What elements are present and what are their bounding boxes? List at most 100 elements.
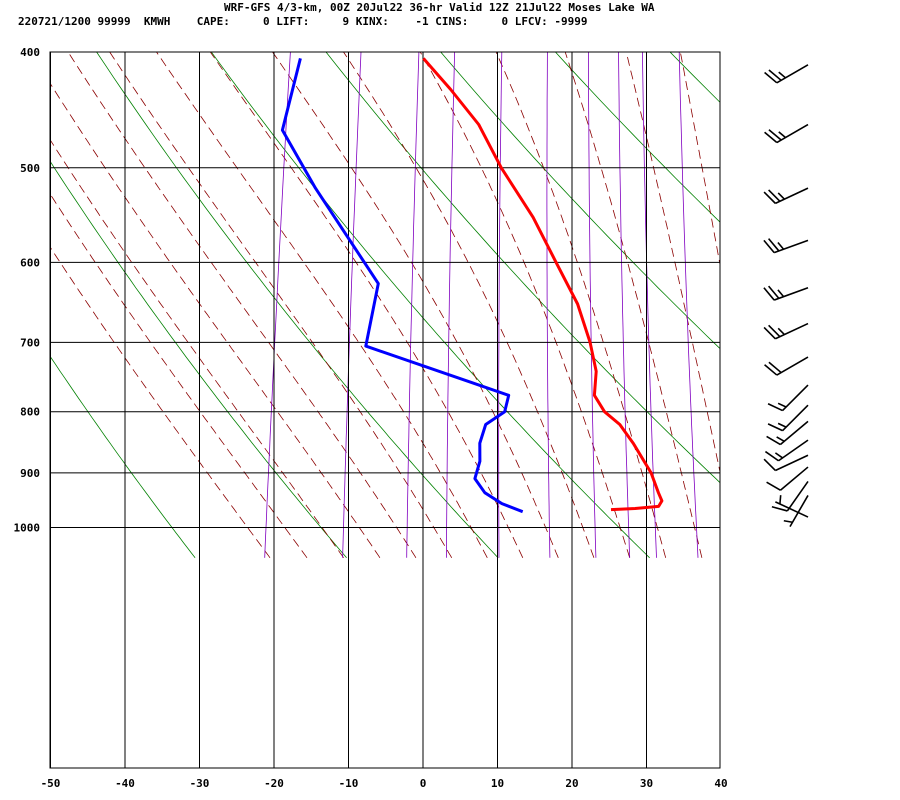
wind-barb	[766, 466, 809, 491]
mixing-ratio-line	[641, 52, 657, 558]
mixing-ratio-line	[342, 52, 362, 558]
x-tick-label: 10	[491, 777, 504, 790]
x-tick-label: -10	[339, 777, 359, 790]
moist-adiabat-line	[679, 52, 720, 267]
wind-barb	[767, 404, 809, 432]
wind-barb-staff	[779, 466, 809, 491]
x-tick-labels: -50 -40 -30 -20 -10 0 10 20 30 40	[41, 777, 728, 790]
x-tick-label: -50	[41, 777, 61, 790]
y-tick-label: 600	[20, 256, 40, 269]
wind-barb-staff	[789, 495, 809, 528]
moist-adiabat-line	[50, 246, 271, 559]
moist-adiabat-line	[209, 52, 524, 558]
y-tick-label: 500	[20, 162, 40, 175]
x-tick-label: 20	[565, 777, 578, 790]
sounding-stats-line: 220721/1200 99999 KMWH CAPE: 0 LIFT: 9 K…	[18, 15, 588, 28]
wind-barb-feather	[767, 285, 780, 299]
wind-barb-feather	[763, 287, 775, 301]
mixing-ratio-line	[678, 52, 699, 558]
y-tick-label: 700	[20, 336, 40, 349]
sounding-profiles	[280, 57, 664, 514]
wind-barb-feather	[768, 189, 781, 202]
moist-adiabat-line	[50, 82, 381, 559]
wind-barbs	[763, 64, 809, 528]
x-tick-label: -30	[190, 777, 210, 790]
moist-adiabat-line	[495, 52, 667, 558]
plot-frame	[49, 51, 721, 769]
wind-barb	[764, 439, 809, 462]
mixing-ratio-line	[498, 52, 503, 558]
wind-barb-staff	[776, 64, 809, 84]
wind-barb-staff	[775, 322, 809, 340]
wind-barb	[763, 322, 809, 340]
dry-adiabat-line	[440, 52, 720, 350]
chart-title: WRF-GFS 4/3-km, 00Z 20Jul22 36-hr Valid …	[224, 1, 655, 14]
wind-barb-staff	[778, 439, 809, 462]
moist-adiabat-line	[272, 52, 559, 558]
y-tick-label: 900	[20, 467, 40, 480]
wind-barb	[775, 495, 809, 518]
dry-adiabat-line	[325, 52, 720, 484]
wind-barb-feather	[777, 289, 785, 298]
wind-barb-feather	[777, 192, 786, 200]
x-tick-label: 40	[714, 777, 727, 790]
mixing-ratio-line	[588, 52, 597, 558]
x-tick-label: -40	[115, 777, 135, 790]
moist-adiabat-line	[50, 138, 344, 559]
wind-barb-feather	[777, 327, 786, 336]
dry-adiabat-line	[669, 52, 720, 103]
y-tick-label: 800	[20, 406, 40, 419]
moist-adiabats	[50, 52, 720, 559]
wind-barb	[766, 420, 809, 446]
wind-barb	[764, 356, 809, 376]
x-tick-label: -20	[264, 777, 284, 790]
wind-barb-staff	[781, 404, 809, 432]
isotherm-and-isobar-grid	[50, 51, 720, 768]
moist-adiabat-line	[564, 52, 703, 558]
wind-barb-staff	[775, 501, 809, 518]
wind-barb-staff	[776, 123, 809, 144]
wind-barb-feather	[779, 495, 782, 505]
mixing-ratio-line	[446, 52, 456, 558]
wind-barb-feather	[768, 324, 781, 338]
wind-barb-feather	[763, 458, 776, 472]
wind-barb-staff	[775, 454, 809, 472]
wind-barb-feather	[767, 403, 783, 412]
wind-barb-feather	[764, 131, 778, 144]
wind-barb-feather	[764, 450, 779, 462]
y-tick-label: 1000	[14, 522, 41, 535]
wind-barb-feather	[763, 191, 776, 204]
wind-barb	[767, 384, 809, 412]
wind-barb-feather	[766, 435, 781, 446]
wind-barb-feather	[766, 481, 781, 491]
moist-adiabat-line	[625, 52, 720, 474]
x-tick-label: 30	[640, 777, 653, 790]
dry-adiabat-line	[210, 52, 650, 559]
mixing-ratio-line	[406, 52, 420, 558]
wind-barb-staff	[781, 384, 809, 412]
mixing-ratio-line	[618, 52, 631, 558]
y-tick-label: 400	[20, 46, 40, 59]
wind-barb	[771, 480, 809, 512]
wind-barb-staff	[776, 356, 809, 376]
wind-barb-feather	[778, 71, 786, 79]
wind-barb	[783, 495, 809, 528]
moist-adiabat-line	[109, 52, 453, 558]
wind-barb-staff	[779, 420, 809, 446]
wind-barb-feather	[777, 422, 787, 428]
wind-barb-feather	[764, 71, 778, 84]
wind-barb	[763, 285, 809, 301]
x-tick-label: 0	[420, 777, 427, 790]
y-tick-labels: 400 500 600 700 800 900 1000	[14, 46, 41, 535]
temperature-profile-line	[422, 57, 664, 512]
wind-barb-feather	[768, 361, 782, 374]
wind-barb-feather	[771, 505, 788, 512]
wind-barb-feather	[767, 238, 780, 252]
wind-barb-feather	[763, 326, 776, 340]
dry-adiabat-line	[554, 52, 720, 223]
dry-adiabat-line	[870, 25, 900, 557]
moist-adiabat-line	[50, 193, 308, 559]
wind-barb-staff	[773, 239, 809, 254]
moist-adiabat-line	[67, 52, 417, 559]
